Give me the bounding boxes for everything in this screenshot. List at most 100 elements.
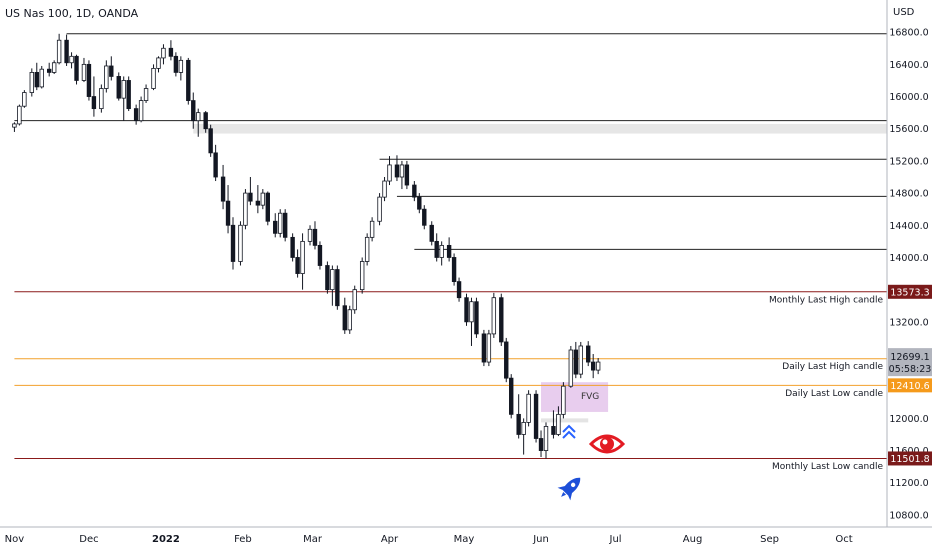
candle-60 [359, 257, 365, 294]
price-tag-5: 13573.3 [890, 287, 929, 298]
current-price-tag-bg [888, 348, 932, 377]
candle-33 [203, 111, 208, 133]
candle-67 [399, 160, 405, 190]
candle-82 [486, 329, 492, 367]
current-price-value: 12699.1 [890, 352, 929, 363]
level-label-6: Daily Last High candle [782, 362, 883, 372]
candle-71 [422, 205, 427, 230]
candle-7 [51, 60, 57, 75]
candle-101 [595, 358, 601, 375]
y-tick-2: 16000.0 [889, 92, 928, 103]
candle-41 [248, 177, 253, 206]
price-tag-bg-5 [888, 284, 932, 299]
candle-88 [521, 418, 526, 455]
candle-95 [561, 382, 566, 419]
x-tick-4: Mar [303, 534, 323, 545]
candle-91 [538, 430, 544, 458]
candle-51 [307, 225, 313, 246]
candle-29 [178, 56, 184, 81]
candle-52 [312, 221, 318, 250]
candle-3 [29, 68, 35, 97]
candle-27 [168, 40, 174, 61]
candle-66 [394, 155, 400, 182]
price-tag-7: 12410.6 [890, 381, 929, 392]
candle-63 [377, 193, 382, 226]
candle-93 [551, 410, 556, 439]
rocket-icon [557, 477, 581, 501]
candle-53 [317, 241, 323, 270]
candle-19 [121, 76, 126, 121]
candle-98 [578, 341, 583, 379]
candle-21 [133, 104, 139, 125]
candle-11 [74, 54, 79, 85]
price-axis[interactable]: 16800.0 16400.0 16000.0 15600.0 15200.0 14800… [889, 28, 928, 522]
candle-86 [509, 374, 514, 419]
candle-80 [474, 297, 479, 338]
candle-72 [429, 221, 434, 246]
candle-87 [516, 394, 521, 439]
candle-61 [364, 233, 370, 266]
y-tick-1: 16400.0 [889, 60, 928, 71]
candle-76 [451, 253, 457, 286]
candle-94 [556, 406, 561, 437]
candle-70 [417, 193, 422, 214]
candle-56 [335, 265, 340, 310]
candle-46 [278, 209, 283, 238]
candle-31 [191, 92, 196, 129]
candle-90 [533, 390, 539, 443]
candle-97 [573, 341, 579, 379]
candle-5 [39, 65, 44, 89]
double-chevron-up-icon [562, 424, 576, 439]
candle-0 [12, 122, 17, 132]
candle-13 [86, 60, 92, 101]
candle-75 [446, 237, 452, 262]
eye-icon [588, 434, 626, 454]
y-tick-5: 14800.0 [889, 189, 928, 200]
candle-65 [387, 156, 392, 186]
x-tick-11: Oct [835, 534, 852, 545]
candles-layer [12, 33, 601, 459]
level-label-7: Daily Last Low candle [785, 389, 883, 399]
candle-39 [238, 221, 243, 266]
price-tag-bg-7 [888, 378, 932, 393]
candle-59 [352, 285, 357, 314]
candle-14 [91, 76, 97, 117]
candle-16 [104, 60, 109, 93]
x-tick-1: Dec [79, 534, 98, 545]
time-axis[interactable]: Nov Dec 2022 Feb Mar Apr May Jun Jul Aug Sep Oct [5, 534, 853, 545]
candle-10 [69, 52, 74, 69]
candle-92 [543, 422, 549, 459]
x-tick-7: Jun [532, 534, 549, 545]
candle-24 [151, 64, 156, 91]
candle-45 [273, 213, 278, 238]
zone-label-fvg: FVG [581, 392, 599, 402]
candle-18 [116, 72, 121, 101]
price-tag-bg-8 [888, 451, 932, 466]
candle-50 [300, 233, 305, 290]
y-tick-0: 16800.0 [889, 28, 928, 39]
candle-17 [109, 56, 114, 81]
candle-43 [260, 189, 266, 210]
candle-23 [143, 84, 149, 103]
candle-20 [126, 76, 131, 112]
candle-48 [290, 233, 295, 262]
y-tick-9: 12000.0 [889, 414, 928, 425]
candle-44 [265, 191, 270, 226]
annotations-layer [557, 424, 626, 501]
candle-8 [56, 33, 62, 65]
y-tick-12: 10800.0 [889, 510, 928, 521]
y-tick-3: 15600.0 [889, 124, 928, 135]
candle-84 [499, 293, 504, 346]
candle-81 [481, 329, 487, 367]
price-tags: 13573.312741.812410.611501.812699.105:58… [888, 284, 932, 466]
candle-47 [282, 209, 288, 242]
candle-35 [213, 144, 218, 182]
zone-0 [193, 123, 887, 134]
candle-1 [17, 104, 22, 126]
candle-54 [325, 261, 330, 294]
candle-64 [382, 177, 387, 202]
candle-37 [225, 185, 231, 234]
x-tick-2: 2022 [152, 534, 180, 545]
candle-9 [64, 34, 69, 66]
